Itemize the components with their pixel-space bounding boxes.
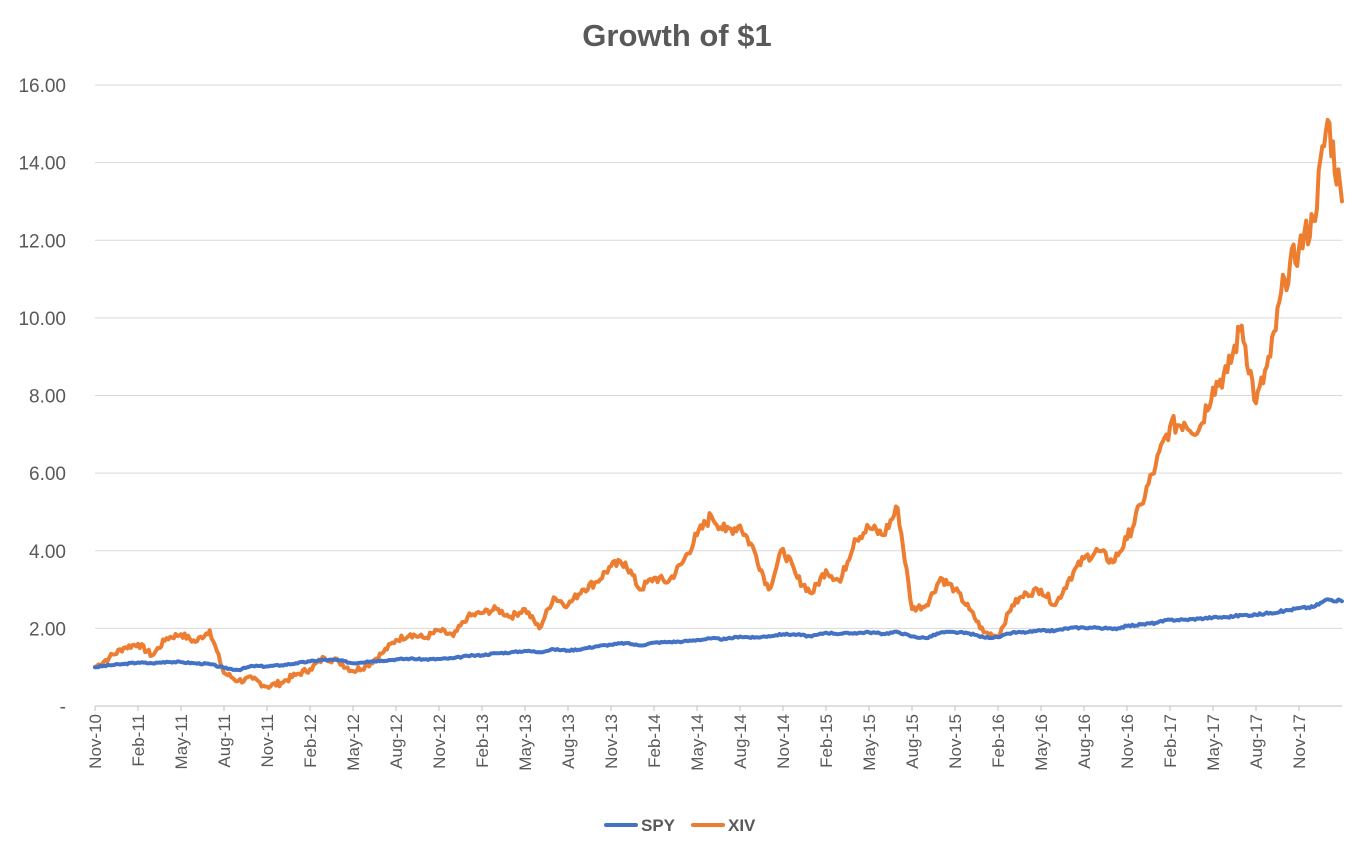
x-tick-label: Feb-17 bbox=[1161, 714, 1180, 768]
grid-layer bbox=[95, 84, 1342, 707]
y-tick-label: 14.00 bbox=[18, 154, 66, 175]
series-line-xiv bbox=[93, 117, 1344, 690]
x-tick-label: May-15 bbox=[860, 714, 879, 771]
x-tick-label: Feb-11 bbox=[129, 714, 148, 767]
series-layer bbox=[93, 117, 1344, 690]
y-tick-label: 12.00 bbox=[18, 231, 66, 252]
y-tick-label: 16.00 bbox=[18, 76, 66, 97]
y-tick-label: 4.00 bbox=[29, 542, 66, 563]
x-tick-label: May-17 bbox=[1204, 714, 1223, 771]
legend-label-xiv: XIV bbox=[728, 816, 756, 835]
x-tick-label: Feb-13 bbox=[473, 714, 492, 768]
x-tick-label: Aug-16 bbox=[1075, 714, 1094, 769]
x-tick-label: Feb-16 bbox=[989, 714, 1008, 768]
y-tick-label: 2.00 bbox=[29, 619, 66, 640]
y-axis-ticks: - 2.00 4.00 6.00 8.00 10.00 12.00 14.00 16.00 bbox=[18, 76, 66, 718]
x-tick-label: Feb-12 bbox=[301, 714, 320, 768]
x-tick-label: May-14 bbox=[688, 714, 707, 771]
x-tick-label: Nov-11 bbox=[258, 714, 277, 768]
x-tick-label: Nov-10 bbox=[86, 714, 105, 769]
x-tick-label: Aug-14 bbox=[731, 714, 750, 769]
x-tick-label: Feb-14 bbox=[645, 714, 664, 768]
x-tick-label: Aug-11 bbox=[215, 714, 234, 768]
x-tick-label: Aug-12 bbox=[387, 714, 406, 769]
x-tick-label: Nov-16 bbox=[1118, 714, 1137, 769]
x-tick-label: Nov-13 bbox=[602, 714, 621, 769]
y-tick-label: 10.00 bbox=[18, 309, 66, 330]
x-tick-label: May-12 bbox=[344, 714, 363, 771]
series-line-spy bbox=[93, 597, 1344, 673]
x-tick-label: Aug-17 bbox=[1247, 714, 1266, 769]
y-tick-label: 6.00 bbox=[29, 464, 66, 485]
x-tick-label: Nov-12 bbox=[430, 714, 449, 769]
x-tick-label: Feb-15 bbox=[817, 714, 836, 768]
y-tick-label: 8.00 bbox=[29, 387, 66, 408]
x-tick-label: Aug-13 bbox=[559, 714, 578, 769]
x-tick-label: May-13 bbox=[516, 714, 535, 771]
x-tick-label: Nov-15 bbox=[946, 714, 965, 769]
x-tick-label: Nov-17 bbox=[1290, 714, 1309, 769]
x-tick-label: May-16 bbox=[1032, 714, 1051, 771]
x-axis-ticks: Nov-10 Feb-11 May-11 Aug-11 Nov-11 Feb-12 May-… bbox=[86, 706, 1309, 771]
x-tick-label: Aug-15 bbox=[903, 714, 922, 769]
chart-title: Growth of $1 bbox=[582, 18, 771, 53]
x-tick-label: May-11 bbox=[172, 714, 191, 769]
legend-label-spy: SPY bbox=[641, 816, 676, 835]
legend: SPY XIV bbox=[604, 816, 756, 835]
x-tick-label: Nov-14 bbox=[774, 714, 793, 769]
y-tick-label: - bbox=[60, 697, 66, 718]
